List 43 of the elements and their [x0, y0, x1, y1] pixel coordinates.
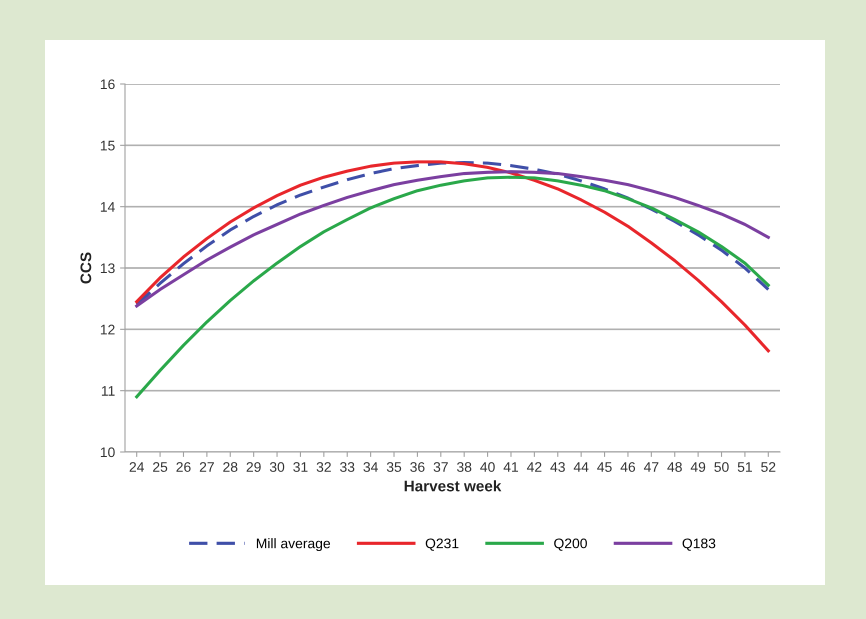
y-tick-label: 16 — [100, 79, 115, 90]
x-tick-label: 36 — [410, 462, 425, 472]
y-tick-label: 14 — [100, 202, 115, 212]
x-tick-label: 28 — [223, 462, 238, 472]
x-tick-label: 40 — [480, 462, 495, 472]
x-tick-label: 50 — [714, 462, 729, 472]
x-tick-label: 45 — [597, 462, 612, 472]
y-tick-label: 10 — [100, 447, 115, 458]
legend-label: Q200 — [554, 538, 587, 551]
x-tick-label: 25 — [153, 462, 168, 472]
x-axis-title: Harvest week — [404, 480, 502, 492]
x-tick-label: 26 — [176, 462, 191, 472]
x-tick-label: 44 — [574, 462, 588, 472]
legend-label: Q183 — [682, 538, 716, 551]
x-tick-label: 42 — [526, 462, 542, 472]
x-tick-label: 46 — [620, 462, 636, 472]
y-tick-label: 11 — [102, 386, 115, 396]
x-tick-label: 49 — [690, 462, 706, 472]
line-series — [135, 160, 770, 352]
x-tick-label: 52 — [761, 462, 776, 472]
x-tick-label: 41 — [504, 462, 518, 472]
x-tick-label: 43 — [550, 462, 565, 472]
y-tick-label: 13 — [100, 263, 115, 274]
x-tick-label: 24 — [130, 462, 144, 472]
x-tick-label: 37 — [434, 462, 448, 472]
x-tick-label: 29 — [246, 462, 261, 472]
x-tick-label: 47 — [644, 462, 658, 472]
legend-label: Q231 — [426, 538, 458, 551]
x-tick-label: 48 — [667, 462, 682, 472]
x-tick-label: 27 — [200, 462, 214, 472]
y-tick-label: 15 — [100, 140, 115, 151]
legend-label: Mill average — [256, 538, 330, 552]
x-tick-label: 34 — [363, 462, 378, 472]
y-axis-title: CCS — [80, 252, 92, 284]
line-series — [135, 176, 770, 398]
y-tick-label: 12 — [100, 324, 115, 334]
x-tick-label: 38 — [457, 462, 472, 472]
x-tick-label: 32 — [316, 462, 331, 472]
x-tick-label: 33 — [340, 462, 354, 472]
x-tick-label: 30 — [270, 462, 284, 472]
x-tick-label: 51 — [738, 462, 752, 472]
x-tick-label: 31 — [293, 462, 308, 472]
x-tick-label: 35 — [386, 462, 402, 472]
